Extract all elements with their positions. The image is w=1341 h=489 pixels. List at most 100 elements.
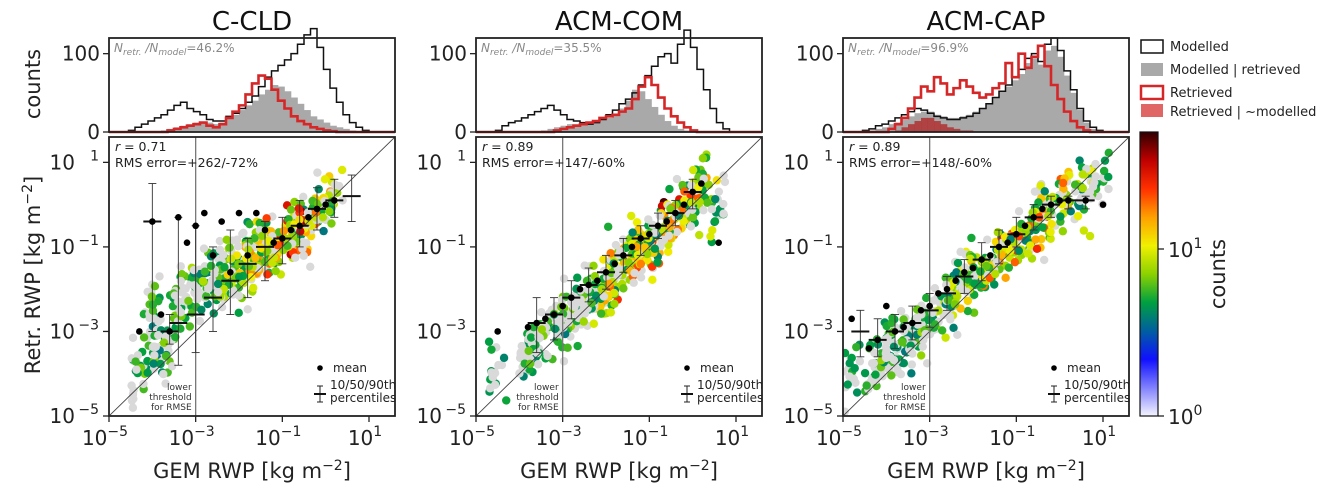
hexbin-cell: [1078, 183, 1088, 193]
mean-point: [218, 218, 225, 225]
mean-point: [952, 277, 959, 285]
hexbin-cell: [233, 242, 243, 251]
hexbin-cell: [149, 359, 158, 368]
legend-mean-marker: [1051, 365, 1057, 371]
hexbin-cell: [243, 305, 252, 314]
hexbin-cell: [159, 338, 169, 347]
hexbin-cell: [543, 351, 552, 361]
scatter-frame: [842, 136, 1130, 417]
hexbin-cell: [533, 360, 543, 369]
mean-point: [568, 294, 575, 301]
hexbin-cell: [517, 341, 526, 351]
hexbin-cell: [197, 305, 206, 314]
hist-bar-modelled-retrieved: [664, 121, 672, 132]
hexbin-cell: [1039, 255, 1049, 265]
hist-frame: [475, 37, 763, 133]
mean-point: [149, 218, 156, 225]
hexbin-cell: [967, 233, 976, 243]
threshold-label: lower: [167, 383, 192, 393]
hist-bar-modelled-retrieved: [278, 86, 285, 132]
hexbin-cell: [239, 228, 248, 238]
hist-bar-modelled-retrieved: [1064, 75, 1071, 132]
mean-point: [175, 214, 182, 221]
mean-point: [166, 328, 173, 335]
hexbin-cell: [258, 231, 267, 241]
colorbar-gradient: [1139, 131, 1159, 417]
y-tick-label: 10: [417, 404, 442, 428]
hexbin-cell: [1071, 187, 1080, 196]
hexbin-cell: [319, 226, 328, 236]
mean-point: [261, 226, 269, 234]
hexbin-cell: [672, 174, 682, 184]
hexbin-cell: [320, 175, 330, 184]
y-tick-label: 10: [50, 150, 75, 174]
hist-bar-modelled-retrieved: [187, 124, 194, 132]
mean-point: [1030, 214, 1037, 221]
hexbin-cell: [606, 308, 616, 317]
hexbin-cell: [648, 275, 657, 285]
hist-bar-modelled-retrieved: [619, 108, 626, 132]
hexbin-cell: [686, 222, 696, 231]
y-tick-label: 10: [784, 319, 809, 343]
mean-point: [494, 328, 501, 335]
mean-point: [654, 222, 662, 230]
hexbin-cell: [710, 217, 720, 226]
hist-bar-modelled-retrieved: [1012, 80, 1019, 132]
hexbin-cell: [665, 184, 674, 194]
hexbin-cell: [871, 370, 880, 379]
hist-y-tick-label: 100: [62, 42, 100, 66]
hexbin-cell: [213, 287, 223, 297]
mean-point: [576, 285, 584, 293]
hexbin-cell: [217, 303, 227, 312]
hexbin-cell: [907, 360, 917, 369]
hexbin-cell: [337, 165, 347, 175]
hexbin-cell: [150, 350, 159, 360]
hexbin-cell: [899, 315, 908, 324]
hist-y-tick-label: 0: [454, 120, 467, 144]
hexbin-cell: [283, 241, 292, 251]
hist-bar-modelled-retrieved: [180, 125, 188, 132]
hexbin-cell: [213, 279, 223, 289]
hist-bar-modelled-retrieved: [580, 124, 587, 132]
hist-bar-modelled-retrieved: [323, 122, 331, 132]
mean-point: [550, 311, 558, 318]
hist-bar-modelled-retrieved: [625, 100, 633, 132]
hexbin-cell: [1014, 207, 1024, 216]
hexbin-cell: [206, 261, 216, 271]
hist-bar-modelled-retrieved: [979, 108, 987, 132]
hexbin-cell: [1104, 148, 1113, 158]
legend-label-retrieved: Retrieved: [1170, 86, 1232, 101]
hexbin-cell: [580, 261, 589, 270]
hist-bar-modelled-retrieved: [875, 128, 883, 132]
rms-value: RMS error=+148/-60%: [849, 155, 992, 170]
hist-y-axis-label: counts: [21, 49, 45, 119]
legend-swatch-modelled-retrieved: [1141, 63, 1163, 76]
hexbin-cell: [131, 357, 140, 366]
scatter-area: [843, 137, 1128, 416]
hist-bar-modelled-retrieved: [586, 122, 594, 132]
hexbin-cell: [291, 253, 300, 262]
mean-point: [874, 336, 881, 344]
mean-point: [594, 277, 601, 285]
hexbin-cell: [640, 242, 649, 252]
mean-point: [943, 285, 951, 293]
mean-point: [926, 302, 933, 310]
hexbin-cell: [878, 371, 887, 381]
hist-bar-modelled-retrieved: [1051, 45, 1058, 133]
hexbin-cell: [1040, 187, 1049, 196]
hist-bar-modelled-retrieved: [1031, 58, 1039, 132]
hexbin-cell: [698, 154, 708, 163]
hist-bar-modelled-retrieved: [658, 114, 665, 132]
hexbin-cell: [127, 381, 136, 390]
mean-point: [917, 307, 925, 314]
y-axis-label-group: Retr. RWP [kg m−2]: [20, 176, 45, 374]
y-tick-label: 10: [784, 404, 809, 428]
mean-point: [183, 239, 191, 246]
hexbin-cell: [148, 306, 158, 315]
y-tick-label: 10: [417, 319, 442, 343]
hexbin-cell: [712, 176, 721, 185]
hist-bar-modelled-retrieved: [291, 97, 298, 132]
one-to-one-line: [843, 137, 1128, 416]
hist-bar-modelled-retrieved: [265, 89, 272, 132]
hexbin-cell: [132, 365, 141, 374]
